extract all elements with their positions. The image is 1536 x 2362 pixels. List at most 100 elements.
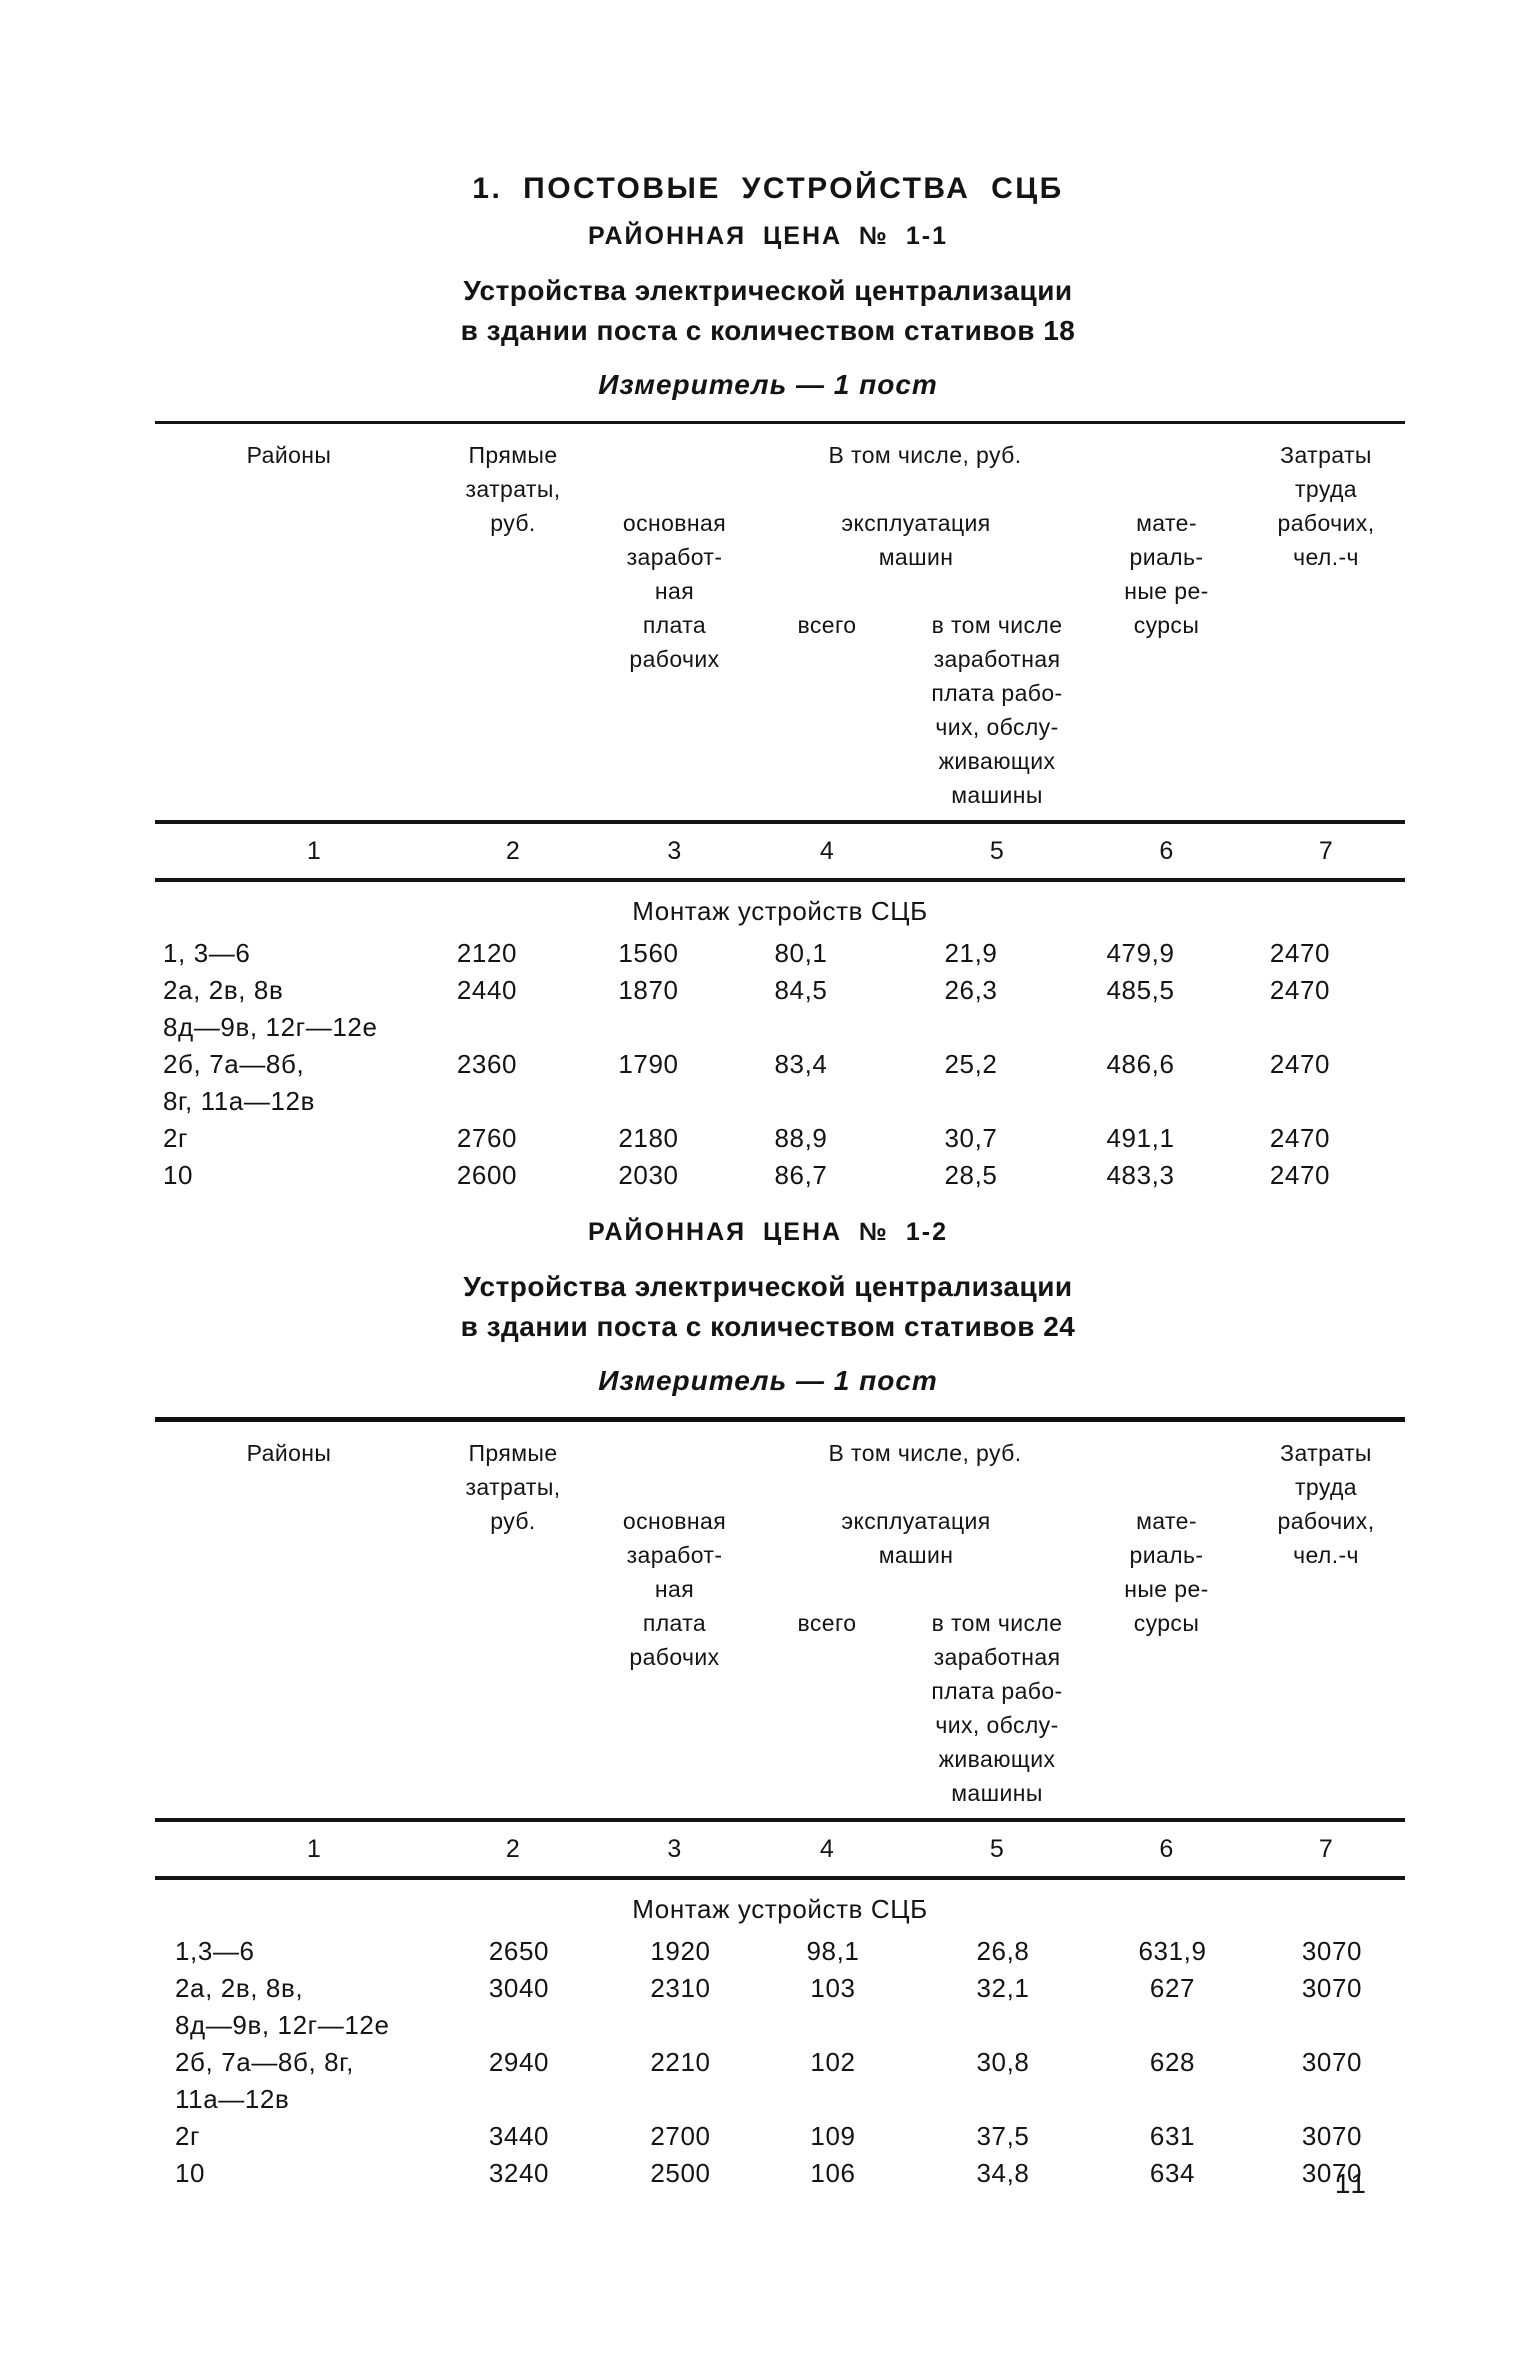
- table-row-line: 1,3—6 2650 1920 98,1 26,8 631,9 3070: [155, 1933, 1405, 1970]
- subtitle-line-2: в здании поста с количеством стативов 24: [460, 1311, 1076, 1342]
- header-col-base-wage: основная: [622, 509, 727, 536]
- document-page: 1. ПОСТОВЫЕ УСТРОЙСТВА СЦБ РАЙОННАЯ ЦЕНА…: [0, 172, 1536, 2199]
- row-value: 26,8: [976, 1936, 1030, 1966]
- page-number: 11: [1334, 2168, 1368, 2199]
- price-table: Районы Прямые В том числе, руб. Затраты …: [155, 1417, 1405, 2196]
- row-value: 109: [810, 2121, 856, 2151]
- row-value: 106: [810, 2158, 856, 2188]
- row-value: 88,9: [774, 1123, 828, 1153]
- row-label: 2г: [175, 2121, 201, 2151]
- row-label: 11а—12в: [175, 2084, 290, 2114]
- table-row-line: 2г 2760 2180 88,9 30,7 491,1 2470: [155, 1120, 1405, 1157]
- row-value: 631: [1149, 2121, 1196, 2151]
- row-label: 1,3—6: [175, 1936, 255, 1966]
- row-value: 2310: [650, 1973, 711, 2003]
- row-value: 2210: [650, 2047, 711, 2077]
- header-machines-title: эксплуатация: [841, 509, 991, 536]
- row-value: 2180: [618, 1123, 679, 1153]
- row-value: 1560: [618, 938, 679, 968]
- table-row-line: 2г 3440 2700 109 37,5 631 3070: [155, 2118, 1405, 2155]
- header-col-labor: Затраты: [1280, 441, 1372, 468]
- row-value: 32,1: [976, 1973, 1030, 2003]
- row-value: 2760: [456, 1123, 518, 1153]
- row-value: 2470: [1269, 938, 1331, 968]
- header-col-direct-costs: Прямые: [468, 1439, 558, 1466]
- column-numbers-row: 1 2 3 4 5 6 7: [155, 820, 1405, 882]
- table-row-line: 8г, 11а—12в: [155, 1083, 1405, 1120]
- row-value: 86,7: [774, 1160, 828, 1190]
- row-value: 80,1: [774, 938, 828, 968]
- row-value: 3070: [1301, 1973, 1363, 2003]
- section-subtitle: Устройства электрической централизации в…: [0, 271, 1536, 351]
- header-col-regions: Районы: [246, 441, 332, 468]
- row-label: 2г: [163, 1123, 189, 1153]
- row-value: 34,8: [976, 2158, 1030, 2188]
- row-label: 8д—9в, 12г—12е: [175, 2010, 390, 2040]
- row-value: 30,7: [944, 1123, 998, 1153]
- row-value: 2470: [1269, 1123, 1331, 1153]
- row-value: 3440: [488, 2121, 550, 2151]
- row-value: 26,3: [944, 975, 998, 1005]
- subtitle-line-1: Устройства электрической централизации: [463, 275, 1073, 306]
- header-col-materials: мате-: [1136, 509, 1197, 536]
- row-value: 3070: [1301, 2158, 1363, 2188]
- table-header: Районы Прямые В том числе, руб. Затраты …: [155, 424, 1405, 820]
- column-number: 3: [667, 836, 682, 865]
- row-value: 479,9: [1106, 938, 1175, 968]
- row-value: 2470: [1269, 1160, 1331, 1190]
- row-value: 21,9: [944, 938, 998, 968]
- subtitle-line-1: Устройства электрической централизации: [463, 1271, 1073, 1302]
- table-body: 1,3—6 2650 1920 98,1 26,8 631,9 3070 2а, 2в, 8в…: [155, 1933, 1405, 2196]
- row-value: 3240: [488, 2158, 550, 2188]
- measure-unit-line: Измеритель — 1 пост: [598, 369, 938, 400]
- table-row-line: 10 2600 2030 86,7 28,5 483,3 2470: [155, 1157, 1405, 1194]
- row-label: 2б, 7а—8б, 8г,: [175, 2047, 354, 2077]
- column-number: 2: [505, 1834, 521, 1863]
- price-table: Районы Прямые В том числе, руб. Затраты …: [155, 421, 1405, 1198]
- column-number: 7: [1318, 836, 1334, 865]
- header-col-base-wage: основная: [622, 1507, 727, 1534]
- row-value: 2120: [456, 938, 518, 968]
- row-value: 2700: [650, 2121, 711, 2151]
- header-col-incl-wage: в том числе: [931, 1609, 1063, 1636]
- row-value: 1870: [618, 975, 679, 1005]
- table-row-line: 8д—9в, 12г—12е: [155, 2007, 1405, 2044]
- section-subtitle: Устройства электрической централизации в…: [0, 1267, 1536, 1347]
- row-value: 2940: [488, 2047, 550, 2077]
- row-value: 2470: [1269, 975, 1331, 1005]
- row-value: 30,8: [976, 2047, 1030, 2077]
- table-row-line: 2а, 2в, 8в 2440 1870 84,5 26,3 485,5 2470: [155, 972, 1405, 1009]
- table-row-line: 2б, 7а—8б, 2360 1790 83,4 25,2 486,6 2470: [155, 1046, 1405, 1083]
- column-number: 6: [1159, 836, 1174, 865]
- header-col-materials: мате-: [1136, 1507, 1197, 1534]
- column-number: 1: [306, 1834, 322, 1863]
- row-value: 2030: [618, 1160, 679, 1190]
- column-number: 2: [505, 836, 521, 865]
- row-value: 2470: [1269, 1049, 1331, 1079]
- row-value: 25,2: [944, 1049, 998, 1079]
- table-row-line: 2а, 2в, 8в, 3040 2310 103 32,1 627 3070: [155, 1970, 1405, 2007]
- header-including-title: В том числе, руб.: [828, 441, 1022, 468]
- row-value: 483,3: [1106, 1160, 1175, 1190]
- row-label: 10: [163, 1160, 194, 1190]
- row-value: 98,1: [806, 1936, 860, 1966]
- row-value: 627: [1149, 1973, 1196, 2003]
- column-numbers-row: 1 2 3 4 5 6 7: [155, 1818, 1405, 1880]
- column-number: 5: [989, 836, 1005, 865]
- row-value: 1920: [650, 1936, 711, 1966]
- row-value: 28,5: [944, 1160, 998, 1190]
- price-section-1-2: РАЙОННАЯ ЦЕНА № 1-2 Устройства электриче…: [0, 1218, 1536, 2196]
- row-value: 102: [810, 2047, 856, 2077]
- table-body: 1, 3—6 2120 1560 80,1 21,9 479,9 2470 2а, 2в, 8…: [155, 935, 1405, 1198]
- row-value: 2360: [456, 1049, 518, 1079]
- header-including-title: В том числе, руб.: [828, 1439, 1022, 1466]
- column-number: 3: [667, 1834, 682, 1863]
- price-title: РАЙОННАЯ ЦЕНА № 1-1: [588, 222, 948, 250]
- row-label: 1, 3—6: [163, 938, 251, 968]
- header-col-labor: Затраты: [1280, 1439, 1372, 1466]
- row-value: 628: [1149, 2047, 1196, 2077]
- row-value: 3070: [1301, 1936, 1363, 1966]
- row-value: 2500: [650, 2158, 711, 2188]
- column-number: 1: [306, 836, 322, 865]
- group-header: Монтаж устройств СЦБ: [632, 1894, 928, 1924]
